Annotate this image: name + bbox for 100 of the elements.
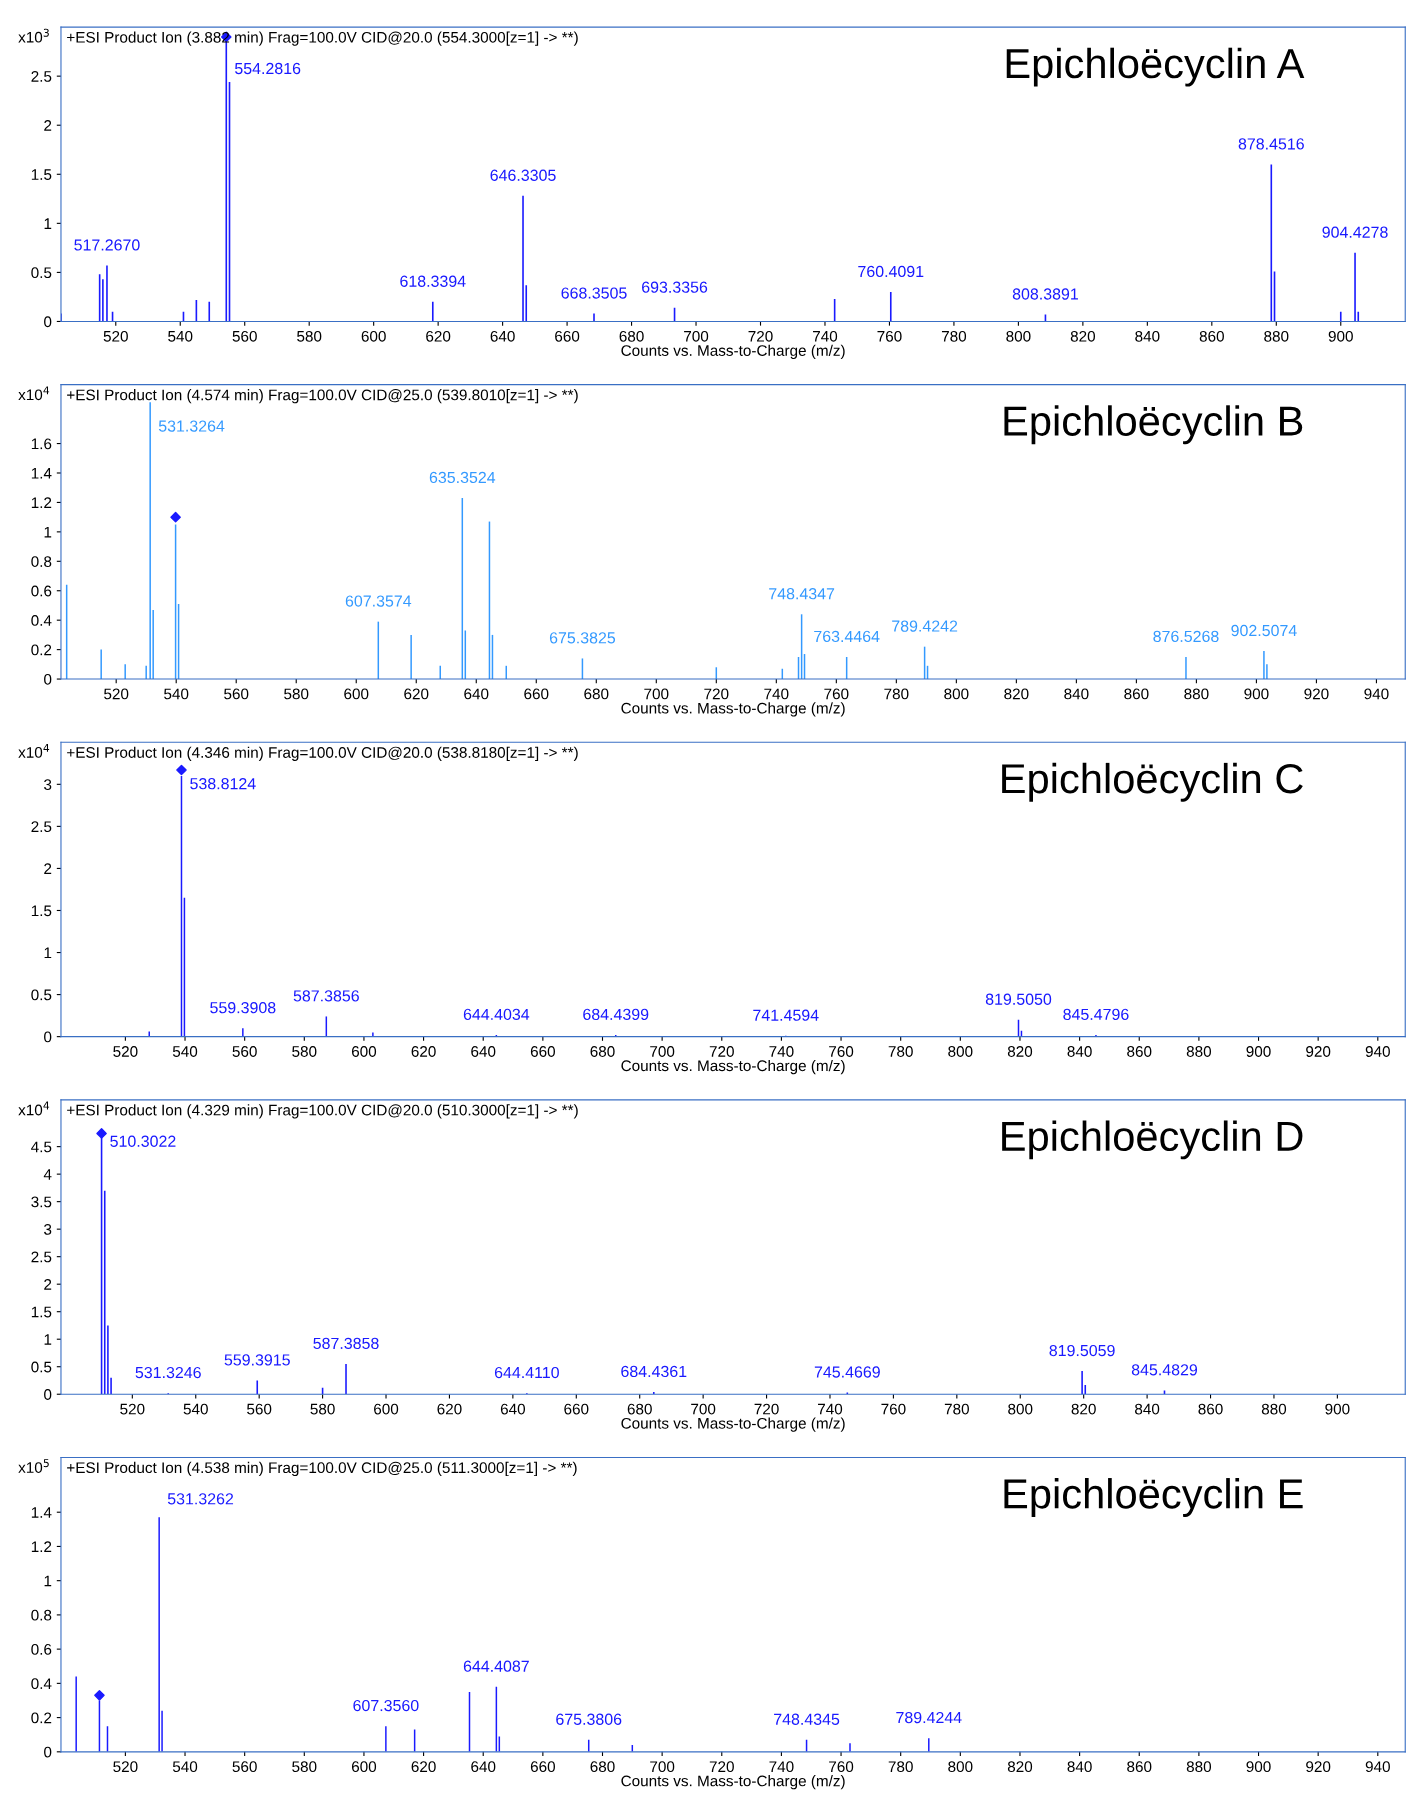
x-tick-label: 660 bbox=[524, 688, 549, 700]
x-tick-label: 680 bbox=[590, 1761, 615, 1773]
annotation: 741.4594 bbox=[753, 1009, 819, 1021]
y-tick-label: 3 bbox=[44, 1224, 52, 1235]
x-tick-label: 740 bbox=[818, 1403, 843, 1415]
annotation: 789.4242 bbox=[892, 620, 958, 632]
y-tick-label: 0.8 bbox=[31, 556, 52, 567]
y-tick-label: 1.4 bbox=[31, 468, 52, 479]
y-tick-label: 0 bbox=[44, 1746, 52, 1758]
x-tick-label: 700 bbox=[691, 1403, 716, 1415]
x-tick-label: 780 bbox=[888, 1046, 913, 1057]
annotation: 538.8124 bbox=[190, 778, 256, 790]
annotation: 517.2670 bbox=[74, 239, 140, 251]
y-tick-label: 1 bbox=[44, 1575, 52, 1587]
annotation: Epichloëcyclin E bbox=[1004, 1478, 1303, 1517]
x-tick-label: 940 bbox=[1364, 688, 1389, 700]
annotation: 684.4361 bbox=[621, 1365, 687, 1378]
x-tick-label: 940 bbox=[1365, 1761, 1390, 1773]
x-tick-label: 820 bbox=[1071, 1403, 1096, 1415]
y-tick-label: 1.2 bbox=[31, 1541, 52, 1552]
x-tick-label: 560 bbox=[224, 688, 249, 700]
x-tick-label: 600 bbox=[361, 330, 386, 342]
y-tick-label: 1.5 bbox=[31, 169, 52, 180]
x-tick-label: 740 bbox=[813, 330, 838, 342]
annotation: 808.3891 bbox=[1012, 288, 1078, 300]
y-tick-label: 1.2 bbox=[31, 497, 52, 508]
y-tick-label: 0.5 bbox=[31, 1361, 52, 1373]
x-tick-label: 860 bbox=[1198, 1403, 1223, 1415]
x-tick-label: 820 bbox=[1007, 1046, 1033, 1057]
x-tick-label: 700 bbox=[684, 330, 709, 342]
x-tick-label: 840 bbox=[1135, 330, 1160, 342]
x-tick-label: 760 bbox=[877, 330, 902, 342]
x-tick-label: 540 bbox=[164, 688, 189, 700]
y-tick-label: 1 bbox=[44, 526, 52, 538]
x-tick-label: 720 bbox=[709, 1761, 734, 1773]
x-tick-label: 560 bbox=[232, 1046, 257, 1057]
x-tick-label: 620 bbox=[404, 688, 429, 700]
annotation: 675.3806 bbox=[556, 1713, 622, 1725]
x-tick-label: 860 bbox=[1124, 688, 1149, 700]
x-tick-label: 860 bbox=[1127, 1046, 1152, 1057]
y-tick-label: 0.6 bbox=[31, 585, 52, 597]
y-axis-title: x10$^{4}$ bbox=[18, 744, 50, 758]
x-tick-label: 900 bbox=[1244, 688, 1269, 700]
x-tick-label: 880 bbox=[1184, 688, 1209, 700]
annotation: 748.4347 bbox=[769, 588, 835, 600]
x-tick-label: 660 bbox=[564, 1403, 589, 1415]
x-tick-label: 660 bbox=[530, 1046, 556, 1057]
x-axis-title: Counts vs. Mass-to-Charge (m/z) bbox=[621, 1059, 845, 1075]
y-tick-label: 0 bbox=[44, 1031, 52, 1043]
x-tick-label: 640 bbox=[490, 330, 515, 342]
y-tick-label: 3 bbox=[44, 779, 52, 791]
y-tick-label: 2 bbox=[44, 120, 52, 131]
x-tick-label: 820 bbox=[1070, 330, 1096, 342]
x-tick-label: 900 bbox=[1246, 1046, 1271, 1057]
y-tick-label: 0 bbox=[44, 316, 52, 328]
x-tick-label: 920 bbox=[1306, 1046, 1331, 1057]
x-tick-label: 620 bbox=[437, 1403, 462, 1415]
x-tick-label: 920 bbox=[1304, 688, 1329, 700]
x-tick-label: 560 bbox=[232, 1761, 257, 1773]
y-axis-title: x10$^{4}$ bbox=[18, 1101, 50, 1116]
x-tick-label: 640 bbox=[464, 688, 489, 700]
x-tick-label: 740 bbox=[769, 1761, 794, 1773]
x-tick-label: 800 bbox=[1008, 1403, 1033, 1415]
x-axis-title: Counts vs. Mass-to-Charge (m/z) bbox=[621, 344, 845, 359]
y-tick-label: 4.5 bbox=[31, 1141, 52, 1153]
y-tick-label: 1 bbox=[44, 218, 52, 229]
x-tick-label: 760 bbox=[881, 1403, 906, 1415]
x-tick-label: 760 bbox=[829, 1046, 854, 1057]
x-tick-label: 580 bbox=[292, 1046, 317, 1057]
x-tick-label: 860 bbox=[1199, 330, 1224, 342]
x-tick-label: 640 bbox=[500, 1403, 526, 1415]
x-tick-label: 800 bbox=[1006, 330, 1031, 342]
annotation: 531.3264 bbox=[158, 420, 225, 432]
x-tick-label: 560 bbox=[232, 330, 257, 342]
x-tick-label: 760 bbox=[829, 1761, 854, 1773]
y-tick-label: 0 bbox=[44, 673, 52, 685]
x-tick-label: 860 bbox=[1127, 1761, 1152, 1773]
x-tick-label: 880 bbox=[1261, 1403, 1287, 1415]
annotation: 644.4110 bbox=[494, 1366, 559, 1379]
x-tick-label: 540 bbox=[168, 330, 193, 342]
annotation: 644.4087 bbox=[463, 1660, 529, 1672]
x-tick-label: 740 bbox=[769, 1046, 794, 1057]
x-tick-label: 520 bbox=[113, 1046, 138, 1057]
annotation: 644.4034 bbox=[463, 1008, 530, 1021]
y-tick-label: 1.5 bbox=[31, 905, 52, 917]
x-axis-title: Counts vs. Mass-to-Charge (m/z) bbox=[621, 1417, 845, 1432]
annotation: Epichloëcyclin B bbox=[1004, 405, 1303, 445]
x-tick-label: 620 bbox=[411, 1761, 436, 1773]
x-tick-label: 700 bbox=[644, 688, 669, 700]
x-tick-label: 920 bbox=[1306, 1761, 1331, 1773]
x-tick-label: 600 bbox=[344, 688, 369, 700]
x-tick-label: 540 bbox=[183, 1403, 208, 1415]
x-tick-label: 780 bbox=[944, 1403, 969, 1415]
x-tick-label: 700 bbox=[650, 1761, 675, 1773]
annotation: 559.3915 bbox=[224, 1354, 290, 1366]
annotation: 819.5059 bbox=[1049, 1344, 1115, 1357]
x-tick-label: 540 bbox=[172, 1761, 198, 1773]
x-tick-label: 820 bbox=[1007, 1761, 1033, 1773]
x-tick-label: 720 bbox=[754, 1403, 779, 1415]
x-tick-label: 580 bbox=[310, 1403, 335, 1415]
